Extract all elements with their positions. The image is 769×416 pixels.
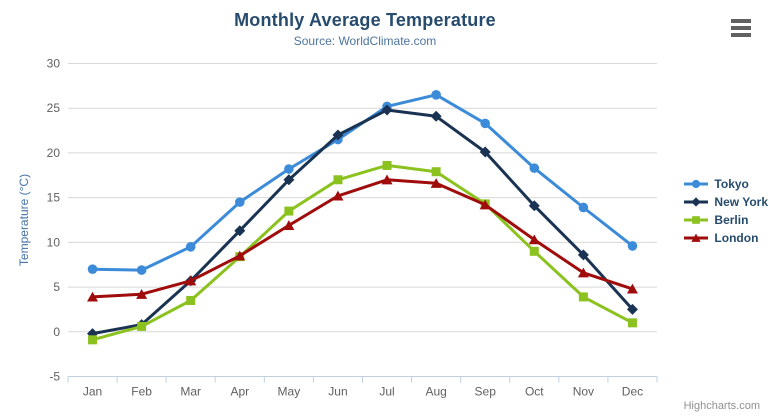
series-marker-circle[interactable]: [692, 179, 701, 189]
series-marker-circle[interactable]: [627, 241, 638, 251]
legend-label: London: [714, 231, 759, 245]
series-marker-square[interactable]: [382, 160, 392, 170]
legend-item-tokyo[interactable]: Tokyo: [683, 175, 768, 193]
credits-link[interactable]: Highcharts.com: [683, 400, 760, 412]
hamburger-bar: [731, 26, 751, 30]
legend-label: New York: [714, 195, 768, 209]
series-marker-triangle[interactable]: [87, 291, 99, 302]
legend: Tokyo New York Berlin London: [683, 175, 768, 247]
series-marker-diamond[interactable]: [528, 200, 540, 212]
series-marker-square[interactable]: [333, 175, 343, 185]
legend-symbol-circle: [684, 179, 709, 189]
series-marker-triangle[interactable]: [136, 289, 148, 299]
series-marker-triangle[interactable]: [381, 174, 393, 185]
series-line-london[interactable]: [91, 178, 634, 299]
x-axis-label: May: [278, 385, 301, 399]
series-marker-triangle[interactable]: [691, 233, 702, 242]
series-marker-square[interactable]: [137, 321, 147, 331]
x-axis-label: Feb: [131, 385, 152, 399]
y-axis-label: 15: [47, 191, 61, 205]
y-axis-label: 25: [47, 101, 61, 115]
series-marker-circle[interactable]: [136, 265, 147, 275]
series-marker-circle[interactable]: [529, 163, 540, 173]
legend-symbol-diamond: [684, 197, 709, 207]
series-marker-square[interactable]: [692, 216, 701, 224]
y-axis-label: 0: [53, 325, 60, 339]
legend-item-berlin[interactable]: Berlin: [683, 211, 768, 229]
series-marker-square[interactable]: [186, 295, 196, 305]
chart-title: Monthly Average Temperature: [234, 10, 496, 30]
series-marker-diamond[interactable]: [430, 110, 442, 122]
x-axis-label: Aug: [425, 385, 446, 399]
series-marker-diamond[interactable]: [691, 197, 702, 207]
chart-subtitle: Source: WorldClimate.com: [293, 34, 437, 48]
series-marker-square[interactable]: [578, 292, 588, 302]
series-marker-circle[interactable]: [234, 197, 245, 207]
series-marker-diamond[interactable]: [479, 146, 491, 158]
series-line-new-york[interactable]: [91, 108, 634, 336]
legend-label: Tokyo: [714, 177, 749, 191]
series-marker-triangle[interactable]: [430, 178, 442, 188]
series-marker-triangle[interactable]: [332, 190, 344, 201]
x-axis-label: Sep: [475, 385, 497, 399]
hamburger-bar: [731, 33, 751, 37]
x-axis-label: Nov: [573, 385, 594, 399]
x-axis-label: Apr: [230, 385, 249, 399]
series-marker-circle[interactable]: [431, 90, 441, 100]
series-marker-triangle[interactable]: [479, 199, 491, 210]
series-marker-circle[interactable]: [578, 202, 589, 213]
x-axis-label: Jan: [83, 385, 102, 399]
x-axis-label: Jul: [379, 385, 394, 399]
series-marker-triangle[interactable]: [626, 283, 638, 294]
series-marker-square[interactable]: [627, 318, 637, 328]
legend-item-new-york[interactable]: New York: [683, 193, 768, 211]
series-marker-triangle[interactable]: [577, 267, 589, 278]
y-axis-label: 5: [53, 280, 60, 294]
series-marker-square[interactable]: [284, 206, 294, 216]
series-marker-triangle[interactable]: [283, 220, 295, 230]
legend-label: Berlin: [714, 213, 749, 227]
legend-item-london[interactable]: London: [683, 229, 768, 247]
legend-symbol-triangle: [684, 233, 709, 242]
series-marker-circle[interactable]: [284, 164, 294, 174]
series-marker-circle[interactable]: [185, 242, 196, 252]
x-axis-label: Jun: [328, 385, 347, 399]
series-marker-diamond[interactable]: [234, 225, 246, 237]
series-marker-circle[interactable]: [480, 118, 491, 129]
series-marker-triangle[interactable]: [528, 234, 540, 245]
hamburger-bar: [731, 19, 751, 23]
series-marker-diamond[interactable]: [381, 104, 393, 116]
x-axis-label: Mar: [180, 385, 201, 399]
series-marker-triangle[interactable]: [185, 275, 197, 286]
series-marker-triangle[interactable]: [234, 250, 246, 261]
y-axis-label: 20: [47, 146, 61, 160]
y-axis-label: 30: [47, 57, 61, 71]
hamburger-icon[interactable]: [731, 18, 753, 38]
legend-symbol-square: [684, 216, 709, 224]
series-marker-diamond[interactable]: [283, 174, 295, 186]
x-axis-label: Oct: [525, 385, 544, 399]
y-axis-label: 10: [47, 235, 61, 249]
x-axis-label: Dec: [622, 385, 643, 399]
series-marker-square[interactable]: [88, 335, 98, 345]
series-marker-diamond[interactable]: [332, 129, 344, 141]
series-marker-square[interactable]: [431, 167, 441, 177]
series-marker-diamond[interactable]: [577, 249, 589, 261]
series-marker-diamond[interactable]: [626, 303, 638, 315]
y-axis-label: -5: [49, 370, 60, 384]
series-marker-square[interactable]: [529, 246, 539, 256]
series-marker-circle[interactable]: [87, 264, 98, 274]
series-line-berlin[interactable]: [91, 163, 634, 342]
